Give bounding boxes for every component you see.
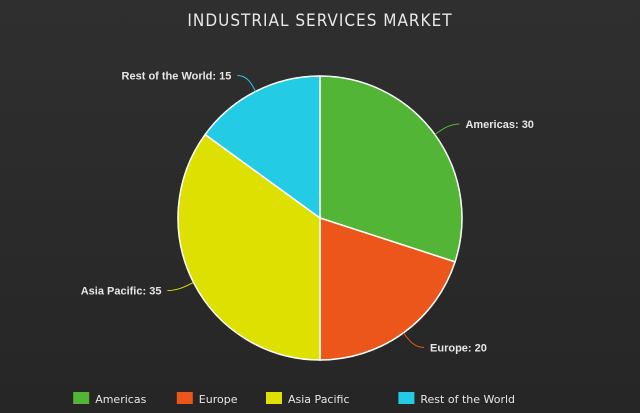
pie-slice-rest-of-the-world[interactable] — [204, 75, 321, 220]
chart-title: INDUSTRIAL SERVICES MARKET — [187, 11, 452, 31]
legend-item-rest-of-the-world[interactable]: Rest of the World — [398, 392, 515, 406]
legend-item-asia-pacific[interactable]: Asia Pacific — [266, 392, 350, 406]
data-label-rest-of-the-world: Rest of the World: 15 — [122, 70, 232, 82]
legend-label-europe: Europe — [199, 393, 238, 406]
legend-item-americas[interactable]: Americas — [73, 392, 147, 406]
data-label-americas: Americas: 30 — [465, 119, 534, 131]
legend-label-americas: Americas — [95, 393, 146, 406]
pie-slice-asia-pacific[interactable] — [177, 133, 321, 361]
legend-label-asia-pacific: Asia Pacific — [288, 393, 350, 406]
legend-swatch-europe — [176, 392, 193, 404]
data-label-europe: Europe: 20 — [430, 342, 487, 354]
legend: Americas Europe Asia Pacific Rest of the Wo… — [73, 392, 515, 406]
connector-asia-pacific — [167, 282, 194, 292]
legend-swatch-rest-of-the-world — [398, 392, 415, 404]
connector-rest-of-the-world — [237, 74, 256, 92]
connector-europe — [403, 332, 425, 348]
data-label-asia-pacific: Asia Pacific: 35 — [81, 286, 162, 298]
pie-slice-americas[interactable] — [319, 75, 463, 263]
legend-swatch-americas — [73, 392, 90, 404]
pie-slices — [177, 75, 463, 361]
legend-item-europe[interactable]: Europe — [176, 392, 238, 406]
connector-americas — [434, 123, 460, 135]
data-labels: Americas: 30 Europe: 20 Asia Pacific: 35 Re… — [81, 70, 534, 354]
label-connectors — [167, 74, 460, 348]
legend-label-rest-of-the-world: Rest of the World — [420, 393, 515, 406]
pie-slice-europe[interactable] — [319, 216, 456, 361]
legend-swatch-asia-pacific — [266, 392, 282, 404]
